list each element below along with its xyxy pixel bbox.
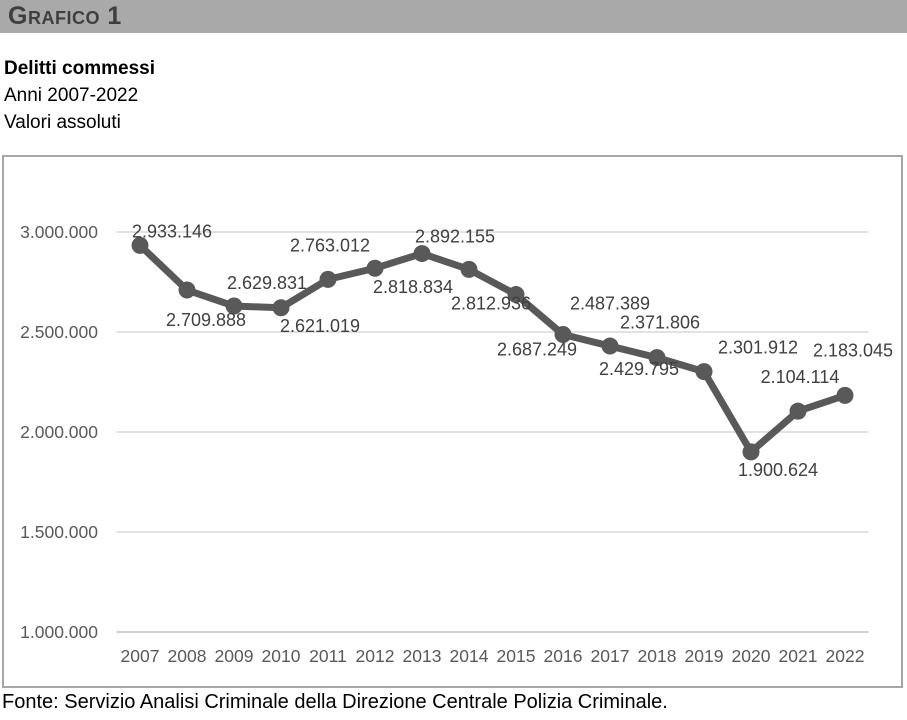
data-point-2016	[554, 326, 572, 344]
data-label-2020: 1.900.624	[738, 460, 818, 480]
data-label-2013: 2.892.155	[415, 227, 495, 247]
data-point-2020	[742, 443, 760, 461]
data-point-2017	[601, 337, 619, 355]
chart-subtitle-years: Anni 2007-2022	[4, 85, 139, 106]
data-point-2012	[366, 259, 384, 277]
x-axis-tick-label: 2012	[356, 646, 395, 666]
section-header-bar: Grafico 1	[0, 0, 907, 33]
data-points	[131, 236, 854, 461]
x-axis-tick-label: 2020	[732, 646, 771, 666]
data-point-2008	[178, 281, 196, 299]
data-point-2007	[131, 236, 149, 254]
x-axis-tick-label: 2018	[638, 646, 677, 666]
data-label-2011: 2.763.012	[290, 235, 370, 255]
section-header-label: Grafico 1	[8, 2, 122, 30]
x-axis-tick-label: 2021	[779, 646, 818, 666]
data-label-2007: 2.933.146	[132, 221, 212, 241]
data-label-2010: 2.621.019	[280, 316, 360, 336]
data-label-2021: 2.104.114	[761, 367, 840, 387]
x-axis-tick-label: 2015	[497, 646, 536, 666]
chart-title: Delitti commessi	[4, 58, 155, 79]
data-point-2015	[507, 286, 525, 304]
source-note: Fonte: Servizio Analisi Criminale della …	[2, 691, 668, 713]
y-axis-tick-label: 1.000.000	[20, 622, 98, 642]
y-axis-tick-label: 1.500.000	[20, 522, 98, 542]
series-line	[136, 241, 849, 456]
x-axis-tick-label: 2009	[215, 646, 254, 666]
data-labels: 2.933.146 2.709.888 2.629.831 2.621.019 2.76…	[132, 221, 893, 480]
data-label-2019: 2.301.912	[718, 338, 798, 358]
data-point-2011	[319, 270, 337, 288]
y-axis-tick-label: 3.000.000	[20, 222, 98, 242]
data-label-2016: 2.487.389	[570, 294, 650, 314]
data-label-2018: 2.371.806	[620, 313, 700, 333]
data-point-2021	[789, 402, 807, 420]
data-label-2009: 2.629.831	[227, 273, 307, 293]
chart-container: 3.000.000 2.500.000 2.000.000 1.500.000 1.00…	[2, 155, 903, 688]
x-axis-labels: 2007 2008 2009 2010 2011 2012 2013 2014 2015 2016…	[121, 646, 865, 666]
data-label-2008: 2.709.888	[166, 310, 246, 330]
data-label-2015: 2.687.249	[497, 340, 577, 360]
line-chart: 3.000.000 2.500.000 2.000.000 1.500.000 1.00…	[20, 221, 893, 666]
x-axis-tick-label: 2008	[168, 646, 207, 666]
gridlines	[116, 231, 869, 633]
data-point-2009	[225, 297, 243, 315]
data-label-2012: 2.818.834	[373, 277, 453, 297]
data-point-2013	[413, 245, 431, 263]
x-axis-tick-label: 2010	[262, 646, 301, 666]
data-label-2017: 2.429.795	[599, 359, 679, 379]
data-point-2019	[695, 363, 713, 381]
x-axis-tick-label: 2014	[450, 646, 489, 666]
y-axis-tick-label: 2.000.000	[20, 422, 98, 442]
data-label-2022: 2.183.045	[813, 340, 893, 360]
title-block: Delitti commessi Anni 2007-2022 Valori a…	[4, 55, 155, 136]
x-axis-tick-label: 2013	[403, 646, 442, 666]
data-label-2014: 2.812.936	[451, 293, 531, 313]
x-axis-tick-label: 2016	[544, 646, 583, 666]
x-axis-tick-label: 2019	[685, 646, 724, 666]
y-axis-tick-label: 2.500.000	[20, 322, 98, 342]
data-point-2014	[460, 260, 478, 278]
x-axis-tick-label: 2007	[121, 646, 160, 666]
data-point-2010	[272, 299, 290, 317]
x-axis-tick-label: 2022	[826, 646, 865, 666]
x-axis-tick-label: 2017	[591, 646, 630, 666]
x-axis-tick-label: 2011	[309, 646, 347, 666]
chart-subtitle-units: Valori assoluti	[4, 112, 121, 133]
y-axis-labels: 3.000.000 2.500.000 2.000.000 1.500.000 1.00…	[20, 222, 98, 642]
data-point-2018	[648, 349, 666, 367]
data-point-2022	[836, 386, 854, 404]
